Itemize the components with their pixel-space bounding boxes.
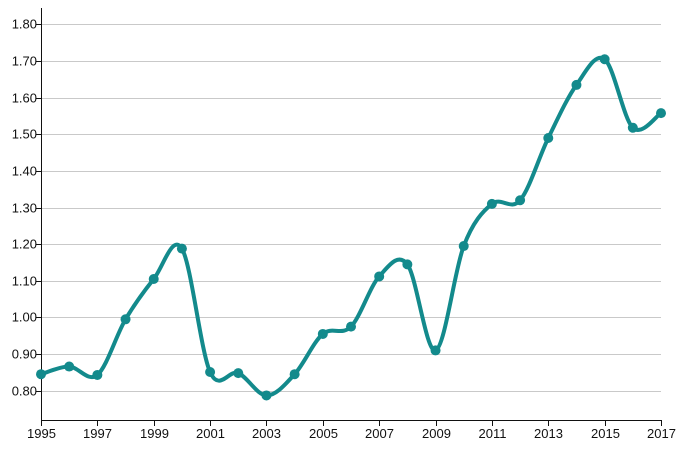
data-point[interactable]: [261, 390, 272, 401]
x-tick-label: 2013: [534, 426, 563, 441]
y-tick-label: 0.80: [12, 384, 37, 399]
data-point[interactable]: [402, 259, 413, 270]
x-tick-label: 2011: [479, 426, 507, 441]
data-point[interactable]: [627, 122, 638, 133]
x-tick-label: 1997: [83, 426, 112, 441]
data-point[interactable]: [120, 314, 131, 325]
x-tick-label: 1995: [27, 426, 56, 441]
data-point[interactable]: [571, 79, 582, 90]
data-point[interactable]: [176, 243, 187, 254]
data-point[interactable]: [486, 198, 497, 209]
y-tick-label: 1.20: [12, 237, 37, 252]
x-tick-label: 2007: [365, 426, 394, 441]
data-point[interactable]: [317, 328, 328, 339]
data-point[interactable]: [374, 271, 385, 282]
x-tick-label: 2001: [196, 426, 225, 441]
x-tick-label: 2017: [647, 426, 676, 441]
data-point[interactable]: [458, 241, 469, 252]
data-point[interactable]: [92, 369, 103, 380]
data-point[interactable]: [543, 133, 554, 144]
data-point[interactable]: [599, 54, 610, 65]
data-point[interactable]: [205, 367, 216, 378]
y-tick-label: 1.40: [12, 164, 37, 179]
y-tick-label: 1.70: [12, 54, 37, 69]
data-point[interactable]: [656, 108, 666, 119]
axis-layer: [36, 8, 662, 426]
y-tick-label: 1.50: [12, 127, 37, 142]
data-point[interactable]: [515, 195, 526, 206]
y-tick-label: 1.10: [12, 274, 37, 289]
grid-layer: [41, 24, 661, 392]
data-point[interactable]: [289, 369, 300, 380]
x-tick-label: 2005: [309, 426, 338, 441]
data-point[interactable]: [346, 321, 356, 332]
y-tick-label: 1.00: [12, 310, 37, 325]
x-tick-label: 2015: [591, 426, 620, 441]
y-tick-label: 1.80: [12, 17, 37, 32]
data-point[interactable]: [148, 274, 159, 285]
data-point[interactable]: [36, 369, 46, 380]
y-tick-label: 0.90: [12, 347, 37, 362]
series-line: [39, 55, 663, 398]
x-tick-label: 2003: [252, 426, 281, 441]
series-layer: [39, 55, 663, 398]
data-point[interactable]: [233, 368, 244, 379]
x-tick-label: 2009: [422, 426, 451, 441]
data-point[interactable]: [64, 361, 75, 372]
x-tick-label: 1999: [140, 426, 169, 441]
point-layer: [36, 54, 666, 401]
data-point[interactable]: [430, 345, 441, 356]
y-tick-label: 1.60: [12, 91, 37, 106]
y-tick-label: 1.30: [12, 201, 37, 216]
label-layer: 0.80 0.90 1.00 1.10 1.20 1.30 1.40 1.50 1.60 1.70…: [12, 17, 676, 442]
